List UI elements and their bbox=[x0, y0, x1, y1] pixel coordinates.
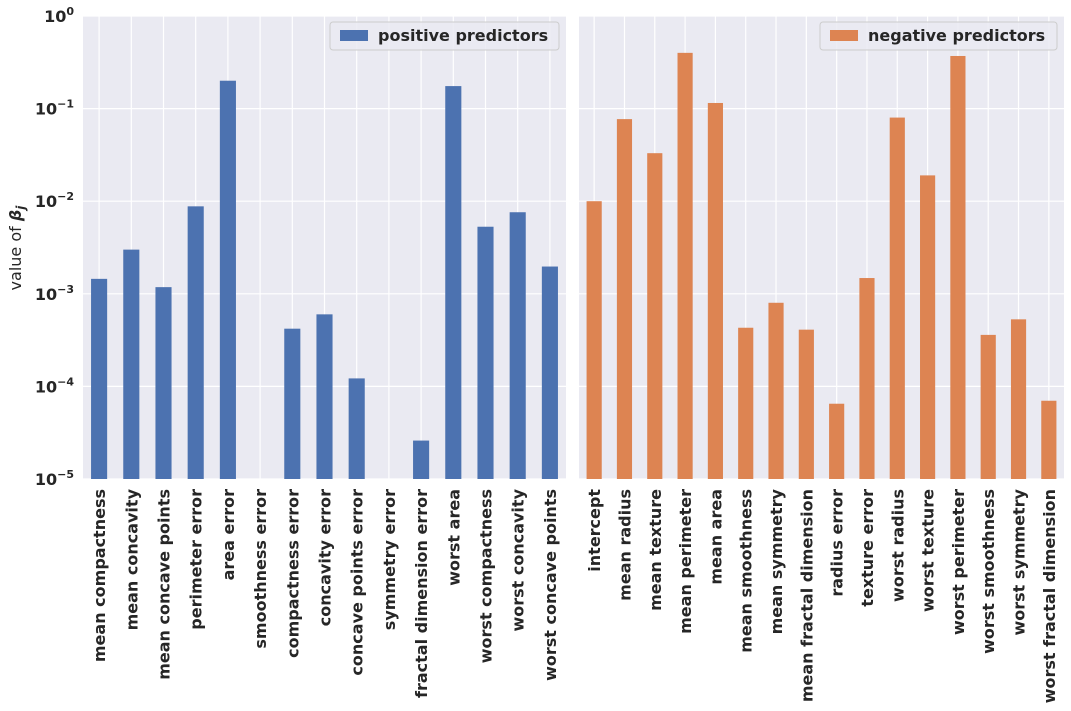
bar bbox=[541, 266, 558, 479]
x-tick-label: mean symmetry bbox=[767, 488, 786, 634]
bar bbox=[950, 55, 966, 479]
bar bbox=[348, 378, 365, 479]
x-tick-label: concavity error bbox=[316, 489, 335, 626]
bar bbox=[647, 153, 663, 479]
bar bbox=[768, 302, 784, 479]
bar bbox=[219, 80, 236, 480]
x-tick-label: mean texture bbox=[646, 489, 665, 611]
x-tick-label: worst symmetry bbox=[1010, 488, 1029, 635]
x-tick-label: mean concavity bbox=[122, 488, 141, 630]
bar bbox=[738, 327, 754, 479]
x-tick-label: mean concave points bbox=[155, 489, 174, 680]
x-tick-label: compactness error bbox=[283, 489, 302, 658]
y-tick-label: 10−3 bbox=[35, 283, 74, 304]
y-tick-label: 100 bbox=[44, 5, 74, 26]
x-tick-label: mean smoothness bbox=[737, 489, 756, 653]
bar bbox=[829, 403, 845, 479]
bar bbox=[1010, 319, 1027, 479]
legend-frame bbox=[819, 21, 1058, 51]
bar bbox=[187, 206, 204, 479]
x-tick-label: worst compactness bbox=[477, 489, 496, 663]
legend: positive predictors bbox=[329, 21, 560, 51]
bar bbox=[920, 175, 936, 479]
bar bbox=[1041, 400, 1057, 479]
x-tick-label: fractal dimension error bbox=[412, 489, 431, 698]
y-tick-label: 10−4 bbox=[35, 375, 74, 396]
x-tick-label: worst area bbox=[444, 489, 463, 586]
x-tick-label: mean fractal dimension bbox=[797, 489, 816, 702]
x-tick-label: worst radius bbox=[888, 489, 907, 602]
bar bbox=[445, 86, 462, 480]
x-tick-label: mean perimeter bbox=[676, 489, 695, 634]
y-tick-label: 10−5 bbox=[35, 468, 74, 489]
bar bbox=[798, 329, 814, 479]
x-tick-label: worst fractal dimension bbox=[1040, 489, 1059, 703]
bar bbox=[91, 278, 108, 479]
bar bbox=[413, 440, 430, 479]
x-tick-label: worst smoothness bbox=[979, 489, 998, 654]
bar bbox=[980, 334, 996, 479]
x-tick-label: smoothness error bbox=[251, 489, 270, 649]
x-tick-label: worst texture bbox=[919, 489, 938, 612]
panel-2: intercept mean radius mean texture mean per… bbox=[579, 15, 1064, 703]
x-tick-label: symmetry error bbox=[380, 489, 399, 630]
bar bbox=[316, 314, 333, 479]
legend-label: negative predictors bbox=[868, 26, 1045, 45]
bar bbox=[859, 278, 875, 479]
bar bbox=[477, 226, 494, 479]
bar bbox=[677, 52, 693, 479]
bar bbox=[616, 119, 633, 479]
bar bbox=[123, 249, 140, 479]
bar bbox=[889, 117, 905, 480]
bar bbox=[509, 212, 526, 479]
bar bbox=[707, 102, 723, 480]
x-tick-label: mean radius bbox=[615, 489, 634, 601]
x-tick-label: worst concave points bbox=[541, 489, 560, 681]
legend-label: positive predictors bbox=[378, 26, 548, 45]
x-tick-label: texture error bbox=[858, 489, 877, 607]
y-axis-label: value of βj bbox=[6, 205, 28, 291]
x-tick-label: mean compactness bbox=[90, 489, 109, 662]
x-tick-label: concave points error bbox=[348, 489, 367, 676]
legend: negative predictors bbox=[819, 21, 1058, 51]
x-tick-label: radius error bbox=[828, 489, 847, 597]
legend-swatch bbox=[830, 30, 858, 41]
y-tick-label: 10−2 bbox=[35, 190, 74, 211]
x-tick-label: area error bbox=[219, 489, 238, 581]
bar bbox=[284, 328, 301, 479]
legend-swatch bbox=[340, 30, 368, 41]
x-tick-label: worst perimeter bbox=[949, 489, 968, 635]
x-tick-label: mean area bbox=[706, 489, 725, 585]
legend-frame bbox=[329, 21, 560, 51]
bar bbox=[155, 287, 172, 479]
y-tick-label: 10−1 bbox=[35, 98, 74, 119]
x-tick-label: perimeter error bbox=[187, 489, 206, 630]
panel-1: mean compactness mean concavity mean conca… bbox=[83, 15, 566, 698]
x-tick-label: worst concavity bbox=[509, 488, 528, 631]
x-tick-label: intercept bbox=[585, 489, 604, 572]
bar bbox=[586, 201, 602, 479]
